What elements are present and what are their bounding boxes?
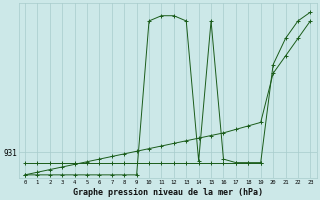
X-axis label: Graphe pression niveau de la mer (hPa): Graphe pression niveau de la mer (hPa) <box>73 188 263 197</box>
